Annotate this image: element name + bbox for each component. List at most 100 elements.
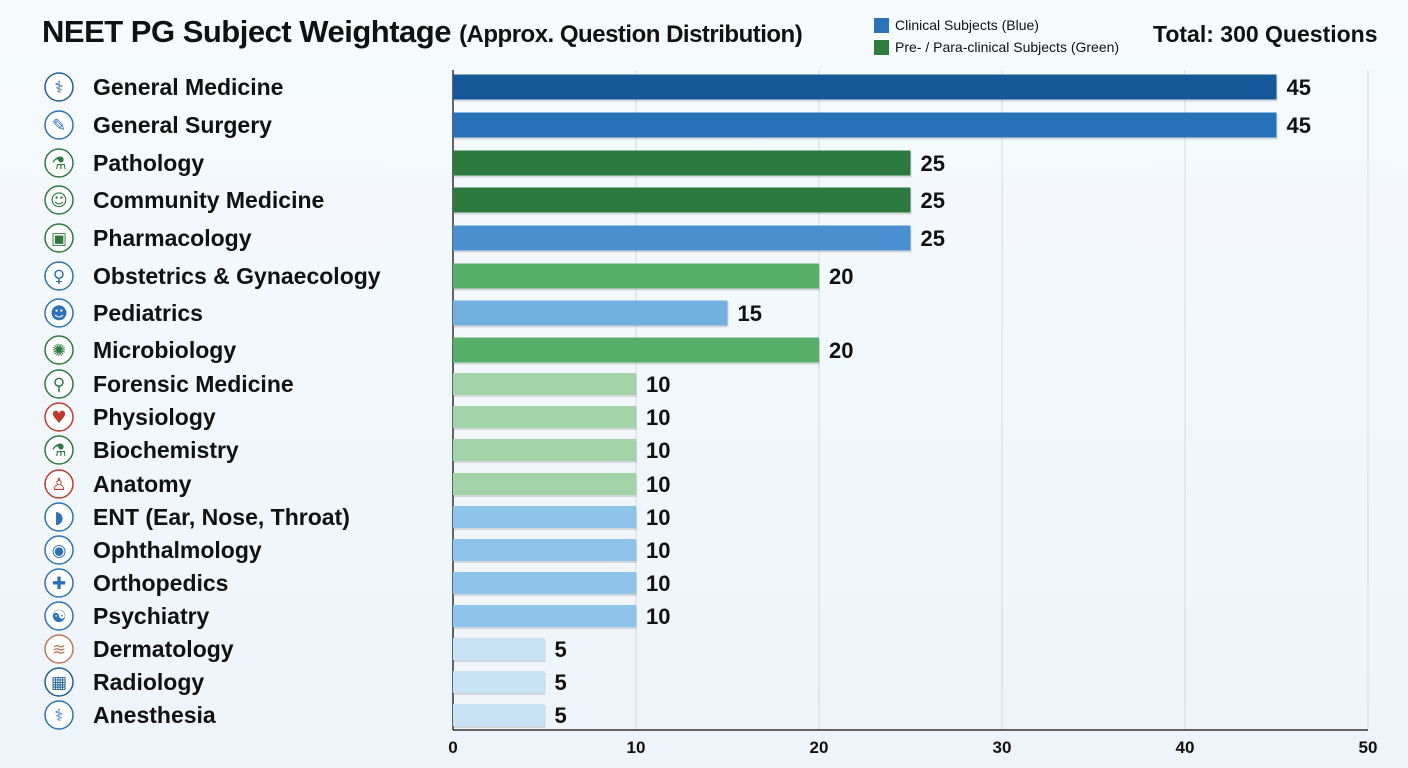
category-label: Forensic Medicine [93, 371, 294, 397]
pregnancy-icon [44, 261, 74, 291]
category-label: Obstetrics & Gynaecology [93, 263, 381, 289]
dna-flask-icon [44, 435, 74, 465]
x-tick-label: 50 [1359, 738, 1378, 757]
category-label: Anatomy [93, 471, 192, 497]
bar [453, 572, 636, 594]
baby-icon [44, 298, 74, 328]
legend-item-preclinical: Pre- / Para-clinical Subjects (Green) [874, 36, 1119, 58]
category-label: Pediatrics [93, 300, 203, 326]
value-label: 10 [646, 571, 670, 596]
bar [453, 337, 819, 363]
bar [453, 671, 545, 693]
bar [453, 539, 636, 561]
bar [453, 263, 819, 289]
skin-icon [44, 634, 74, 664]
category-label: General Medicine [93, 74, 283, 100]
bar [453, 74, 1277, 100]
brain-icon-glyph: ☯ [51, 607, 66, 627]
body-icon-glyph: ♙ [51, 475, 66, 495]
microbe-icon [44, 335, 74, 365]
bar [453, 300, 728, 326]
value-label: 5 [555, 637, 567, 662]
category-label: General Surgery [93, 112, 272, 138]
category-label: Orthopedics [93, 570, 228, 596]
x-tick-label: 10 [627, 738, 646, 757]
xray-icon [44, 667, 74, 697]
bar [453, 112, 1277, 138]
total-annotation: Total: 300 Questions [1153, 21, 1378, 47]
syringe-icon [44, 700, 74, 730]
value-label: 45 [1287, 113, 1311, 138]
value-label: 15 [738, 301, 762, 326]
skin-icon-glyph: ≋ [52, 640, 66, 660]
value-label: 20 [829, 338, 853, 363]
magnifier-icon [44, 369, 74, 399]
legend-swatch-blue [874, 17, 889, 33]
legend-swatch-green [874, 39, 889, 55]
value-label: 20 [829, 264, 853, 289]
category-label: Community Medicine [93, 187, 324, 213]
value-label: 45 [1287, 75, 1311, 100]
value-label: 5 [555, 703, 567, 728]
eye-icon [44, 535, 74, 565]
value-label: 10 [646, 472, 670, 497]
title-main: NEET PG Subject Weightage [42, 14, 451, 49]
category-label: Ophthalmology [93, 537, 262, 563]
legend: Clinical Subjects (Blue) Pre- / Para-cli… [874, 14, 1119, 58]
legend-label: Clinical Subjects (Blue) [895, 17, 1039, 33]
ear-nose-icon [44, 502, 74, 532]
category-label: Pharmacology [93, 225, 252, 251]
value-label: 10 [646, 372, 670, 397]
syringe-icon-glyph: ⚕ [54, 706, 63, 726]
bone-icon-glyph: ✚ [52, 574, 66, 594]
pill-bottle-icon [44, 223, 74, 253]
bar [453, 187, 911, 213]
scalpel-icon [44, 110, 74, 140]
value-label: 10 [646, 538, 670, 563]
value-label: 5 [555, 670, 567, 695]
chart-title: NEET PG Subject Weightage (Approx. Quest… [42, 14, 803, 50]
community-icon-glyph: ☺ [50, 191, 68, 211]
value-label: 10 [646, 505, 670, 530]
baby-icon-glyph: ☻ [50, 304, 68, 324]
legend-label: Pre- / Para-clinical Subjects (Green) [895, 39, 1120, 55]
stethoscope-icon-glyph: ⚕ [54, 78, 63, 98]
bar [453, 605, 636, 627]
bar [453, 406, 636, 428]
bar [453, 439, 636, 461]
category-label: Biochemistry [93, 437, 239, 463]
scalpel-icon-glyph: ✎ [52, 116, 66, 136]
ear-nose-icon-glyph: ◗ [55, 508, 64, 528]
community-icon [44, 185, 74, 215]
bar [453, 506, 636, 528]
x-tick-label: 40 [1176, 738, 1195, 757]
category-label: Physiology [93, 404, 216, 430]
x-tick-label: 30 [993, 738, 1012, 757]
chart-subtitle: (Approx. Question Distribution) [459, 21, 803, 48]
legend-item-clinical: Clinical Subjects (Blue) [874, 14, 1119, 36]
value-label: 25 [921, 226, 945, 251]
x-tick-label: 20 [810, 738, 829, 757]
category-label: ENT (Ear, Nose, Throat) [93, 504, 350, 530]
magnifier-icon-glyph: ⚲ [53, 375, 65, 395]
microscope-icon-glyph: ⚗ [51, 154, 66, 174]
x-tick-label: 0 [448, 738, 457, 757]
category-label: Radiology [93, 669, 204, 695]
category-label: Microbiology [93, 337, 236, 363]
category-label: Pathology [93, 150, 204, 176]
category-label: Anesthesia [93, 702, 216, 728]
eye-icon-glyph: ◉ [52, 541, 67, 561]
category-label: Psychiatry [93, 603, 210, 629]
microscope-icon [44, 148, 74, 178]
bar [453, 225, 911, 251]
value-label: 10 [646, 604, 670, 629]
body-icon [44, 469, 74, 499]
bar [453, 150, 911, 176]
stethoscope-icon [44, 72, 74, 102]
bar [453, 704, 545, 726]
bar [453, 373, 636, 395]
heart-icon [44, 402, 74, 432]
value-label: 10 [646, 438, 670, 463]
value-label: 25 [921, 151, 945, 176]
